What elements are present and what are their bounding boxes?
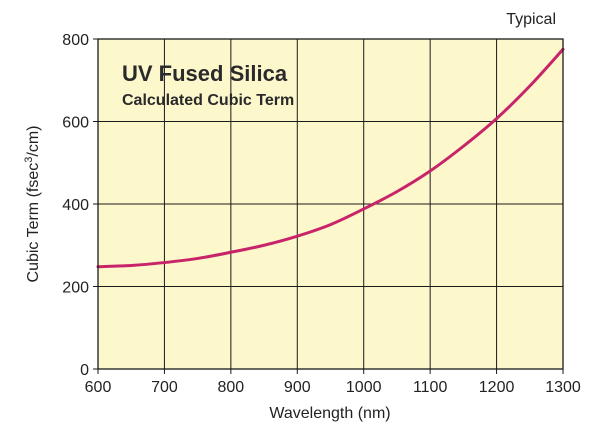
x-tick-labels: 600 700 800 900 1000 1100 1200 1300 — [85, 379, 581, 396]
y-tick-label-400: 400 — [62, 197, 89, 214]
chart-title: UV Fused Silica — [122, 61, 288, 86]
series-layer — [96, 47, 565, 269]
x-tick-label-1300: 1300 — [545, 379, 581, 396]
x-tick-label-1100: 1100 — [413, 379, 448, 396]
y-tick-label-200: 200 — [62, 280, 89, 297]
y-tick-label-800: 800 — [62, 32, 89, 49]
y-axis-title-sup: 3 — [23, 157, 35, 163]
series-line-0 — [96, 47, 565, 269]
y-axis-title-suffix: /cm) — [25, 126, 42, 157]
x-tick-label-1000: 1000 — [346, 379, 382, 396]
y-tick-labels: 0 200 400 600 800 — [62, 32, 89, 379]
x-axis-title: Wavelength (nm) — [269, 405, 390, 422]
chart-subtitle: Calculated Cubic Term — [122, 92, 294, 109]
x-tick-label-600: 600 — [85, 379, 112, 396]
y-axis-title-prefix: Cubic Term (fsec — [25, 163, 42, 283]
x-tick-label-900: 900 — [284, 379, 311, 396]
plot-border — [97, 38, 564, 370]
x-tick-label-1200: 1200 — [479, 379, 515, 396]
x-tick-label-700: 700 — [151, 379, 178, 396]
corner-note: Typical — [506, 11, 556, 28]
y-axis-title: Cubic Term (fsec3/cm) — [23, 126, 42, 283]
y-tick-label-0: 0 — [80, 362, 89, 379]
x-tick-label-800: 800 — [218, 379, 245, 396]
y-tick-label-600: 600 — [62, 115, 89, 132]
